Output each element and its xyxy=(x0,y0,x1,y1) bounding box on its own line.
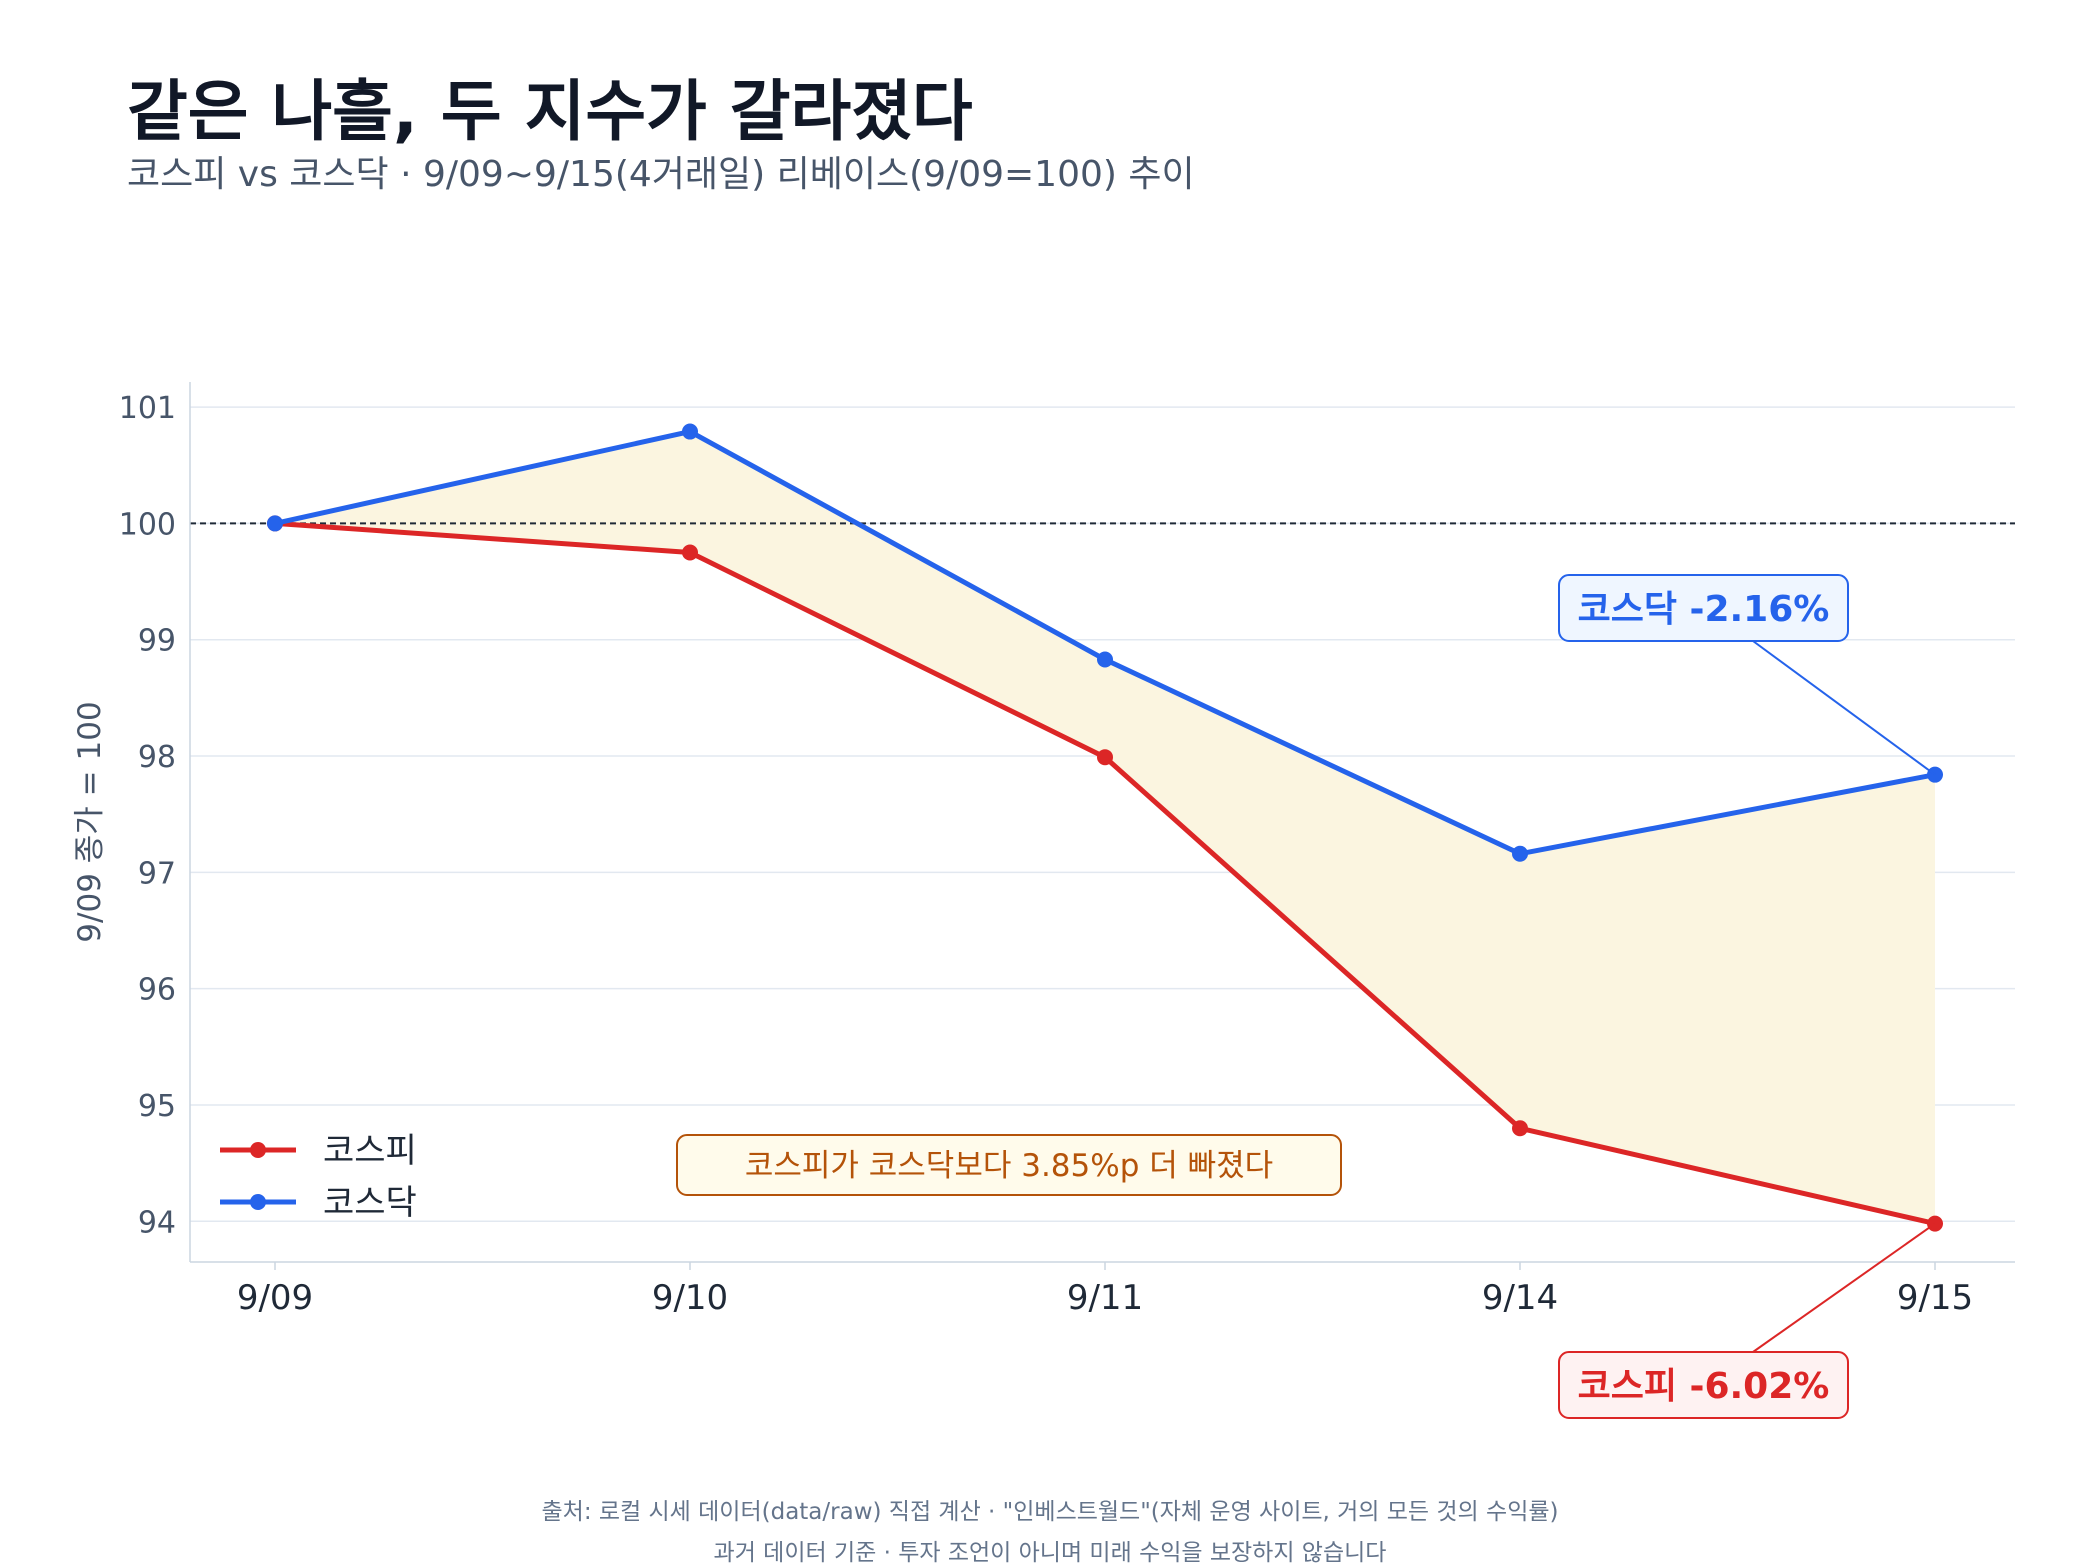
data-point-kospi xyxy=(682,544,698,561)
data-point-kosdaq xyxy=(1097,651,1113,668)
kosdaq-end-annotation: 코스닥 -2.16% xyxy=(1558,574,1936,776)
data-point-kospi xyxy=(1512,1120,1528,1137)
legend-marker xyxy=(250,1142,266,1158)
axes: 94 95 96 97 98 99 100 101 9/09 9/10 9/11 9/14 9/15 xyxy=(119,382,2015,1318)
y-tick-label: 98 xyxy=(138,740,176,775)
y-tick-label: 96 xyxy=(138,973,176,1008)
kospi-end-annotation: 코스피 -6.02% xyxy=(1558,1222,1936,1419)
data-point-kosdaq xyxy=(682,423,698,440)
x-tick-label: 9/11 xyxy=(1067,1278,1143,1318)
kosdaq-end-annotation-box xyxy=(1558,574,1849,642)
y-tick-label: 100 xyxy=(119,507,176,542)
y-axis-label: 9/09 종가 = 100 xyxy=(72,701,108,942)
gap-annotation-box xyxy=(676,1134,1342,1196)
kospi-end-annotation-box xyxy=(1558,1351,1849,1419)
kosdaq-end-annotation-leader xyxy=(1752,640,1936,776)
kosdaq-end-annotation-text: 코스닥 -2.16% xyxy=(1578,589,1830,630)
legend-marker xyxy=(250,1194,266,1210)
gap-annotation: 코스피가 코스닥보다 3.85%p 더 빠졌다 xyxy=(676,1134,1342,1196)
x-tick-label: 9/15 xyxy=(1897,1278,1973,1318)
data-point-kospi xyxy=(1097,749,1113,766)
y-tick-label: 95 xyxy=(138,1089,176,1124)
gap-annotation-text: 코스피가 코스닥보다 3.85%p 더 빠졌다 xyxy=(745,1148,1273,1184)
chart-title: 같은 나흘, 두 지수가 갈라졌다 xyxy=(127,73,973,150)
legend-label: 코스닥 xyxy=(323,1183,417,1223)
data-point-kosdaq xyxy=(267,515,283,532)
data-point-kosdaq xyxy=(1512,845,1528,862)
gap-fill-area xyxy=(275,431,1935,1224)
footer-source: 출처: 로컬 시세 데이터(data/raw) 직접 계산 · "인베스트월드"… xyxy=(541,1499,1559,1525)
legend-label: 코스피 xyxy=(323,1131,417,1171)
legend-item-kospi: 코스피 xyxy=(220,1131,417,1171)
x-tick-label: 9/09 xyxy=(237,1278,313,1318)
legend-item-kosdaq: 코스닥 xyxy=(220,1183,417,1223)
y-tick-label: 99 xyxy=(138,624,176,659)
x-tick-label: 9/14 xyxy=(1482,1278,1558,1318)
chart-subtitle: 코스피 vs 코스닥 · 9/09~9/15(4거래일) 리베이스(9/09=1… xyxy=(127,154,1195,195)
x-tick-label: 9/10 xyxy=(652,1278,728,1318)
annotations: 코스닥 -2.16% 코스피 -6.02% 코스피가 코스닥보다 3.85%p 더 … xyxy=(676,574,1936,1419)
y-tick-label: 94 xyxy=(138,1205,176,1240)
kospi-end-annotation-text: 코스피 -6.02% xyxy=(1578,1366,1830,1407)
kospi-end-annotation-leader xyxy=(1752,1222,1936,1353)
y-tick-label: 97 xyxy=(138,856,176,891)
y-tick-label: 101 xyxy=(119,391,176,426)
footer-disclaimer: 과거 데이터 기준 · 투자 조언이 아니며 미래 수익을 보장하지 않습니다 xyxy=(713,1540,1387,1566)
